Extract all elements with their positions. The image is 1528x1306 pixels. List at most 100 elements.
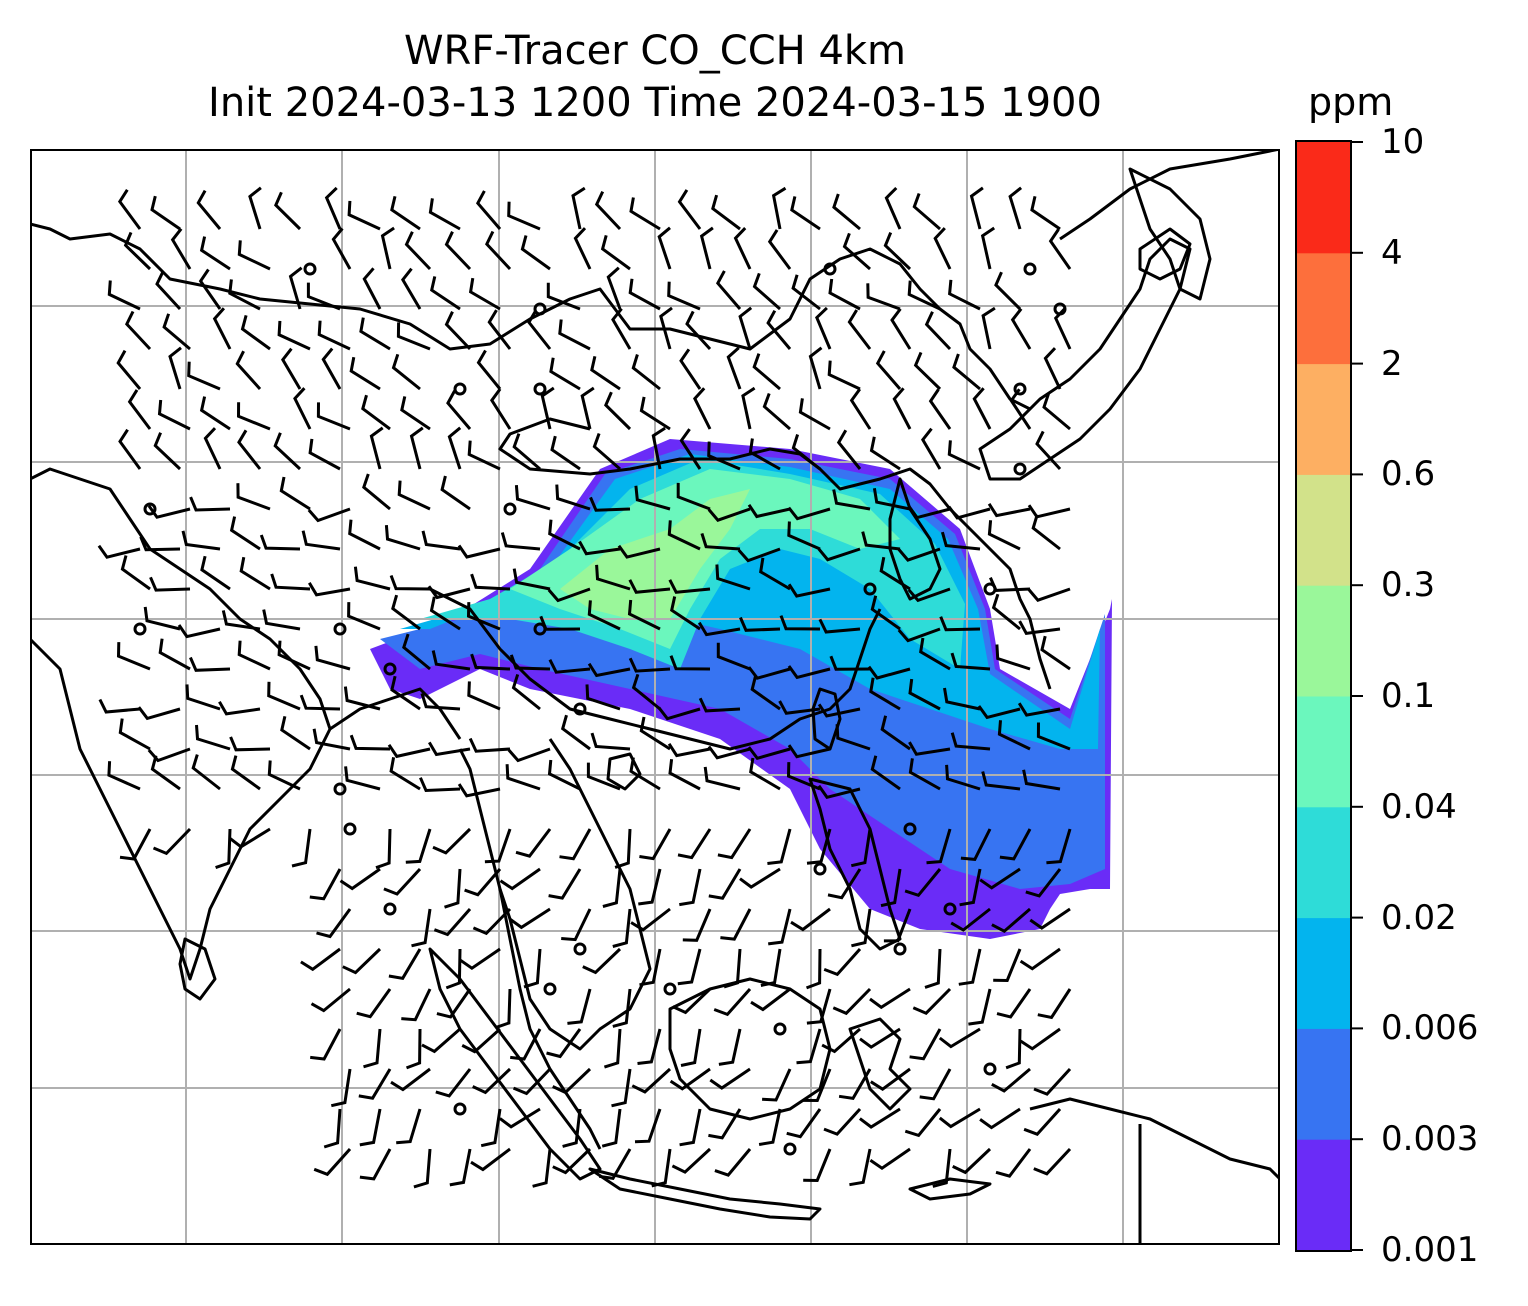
wind-barb xyxy=(155,270,182,311)
wind-barb xyxy=(409,426,424,470)
wind-barb xyxy=(389,757,421,791)
wind-barb xyxy=(1035,430,1062,471)
wind-barb xyxy=(832,987,872,1016)
wind-barb xyxy=(739,867,781,889)
wind-barb xyxy=(928,388,952,430)
coast-hainan xyxy=(606,752,642,791)
coast-bay-of-bengal xyxy=(329,687,462,740)
wind-barb xyxy=(118,428,142,470)
wind-barb xyxy=(445,948,462,990)
wind-barb xyxy=(991,1067,1031,1093)
wind-barb xyxy=(301,530,341,551)
wind-barb xyxy=(859,1107,901,1129)
wind-calm-marker xyxy=(383,902,397,916)
wind-barb xyxy=(817,703,861,718)
wind-calm-marker xyxy=(503,502,517,516)
wind-barb xyxy=(850,828,872,868)
wind-barb xyxy=(396,322,431,351)
wind-barb xyxy=(1043,347,1062,390)
wind-barb xyxy=(762,1068,792,1102)
wind-barb xyxy=(919,1068,952,1101)
wind-barb xyxy=(123,231,152,271)
wind-barb xyxy=(444,311,472,351)
wind-barb xyxy=(1022,769,1061,791)
wind-barb xyxy=(573,227,592,270)
wind-barb xyxy=(1033,1147,1072,1176)
wind-barb xyxy=(446,390,472,430)
wind-barb xyxy=(1008,186,1023,230)
wind-barb xyxy=(347,602,381,631)
wind-barb xyxy=(314,645,351,671)
wind-barb xyxy=(628,278,661,311)
wind-barb xyxy=(237,240,271,271)
wind-barb xyxy=(987,502,1031,518)
wind-barb xyxy=(505,764,541,791)
wind-barb xyxy=(657,706,701,721)
wind-barb xyxy=(786,762,821,791)
wind-barb xyxy=(723,948,742,989)
wind-barb xyxy=(883,232,912,271)
wind-barb xyxy=(667,520,701,551)
wind-calm-marker xyxy=(453,382,467,396)
wind-barb xyxy=(598,1148,632,1181)
wind-barb xyxy=(980,226,996,270)
coast-kamchatka xyxy=(1059,149,1280,241)
wind-barb xyxy=(715,564,751,591)
wind-barb xyxy=(229,516,261,551)
wind-barb xyxy=(127,389,152,430)
wind-barb xyxy=(631,354,661,391)
wind-barb xyxy=(375,828,392,870)
wind-barb xyxy=(468,737,511,753)
wind-barb xyxy=(907,280,941,311)
wind-barb xyxy=(1009,388,1032,430)
wind-barb xyxy=(977,705,1021,720)
wind-barb xyxy=(768,908,792,946)
wind-barb xyxy=(390,1067,431,1092)
wind-barb xyxy=(787,744,831,759)
wind-barb xyxy=(1025,868,1062,898)
wind-barb xyxy=(459,947,501,971)
wind-barb xyxy=(950,907,991,932)
wind-barb xyxy=(867,665,911,680)
wind-barb xyxy=(836,429,862,470)
wind-barb xyxy=(402,633,431,671)
wind-barb xyxy=(714,1148,752,1177)
wind-barb xyxy=(611,1068,632,1108)
wind-barb xyxy=(1036,722,1071,751)
wind-barb xyxy=(587,600,621,631)
colorbar-unit: ppm xyxy=(1308,80,1394,124)
wind-barb xyxy=(436,988,472,1019)
wind-calm-marker xyxy=(303,262,317,276)
wind-barb xyxy=(1018,620,1061,636)
wind-barb xyxy=(449,1148,472,1187)
wind-barb xyxy=(938,1027,981,1049)
wind-barb xyxy=(489,388,512,430)
wind-barb xyxy=(924,948,942,989)
wind-barb xyxy=(614,828,632,869)
wind-barb xyxy=(762,392,791,431)
wind-barb xyxy=(909,1028,942,1061)
wind-barb xyxy=(908,741,951,756)
wind-barb xyxy=(1048,228,1072,270)
wind-barb xyxy=(203,427,222,470)
wind-calm-marker xyxy=(573,942,587,956)
wind-barb xyxy=(239,556,271,591)
wind-barb xyxy=(677,948,702,986)
wind-barb xyxy=(215,828,232,870)
wind-calm-marker xyxy=(773,1022,787,1036)
wind-barb xyxy=(838,1068,872,1101)
wind-barb xyxy=(433,908,472,937)
wind-barb xyxy=(116,642,151,671)
coast-borneo xyxy=(668,977,832,1121)
wind-barb xyxy=(391,594,421,631)
wind-barb xyxy=(185,684,221,711)
wind-barb xyxy=(709,1067,751,1090)
wind-barb xyxy=(582,947,622,975)
wind-barb xyxy=(158,638,191,671)
wind-barb xyxy=(189,656,231,672)
wind-barb xyxy=(571,186,586,230)
wind-barb xyxy=(512,1067,552,1096)
wind-barb xyxy=(546,1028,582,1059)
wind-barb xyxy=(680,1028,702,1067)
wind-barb xyxy=(344,766,381,791)
